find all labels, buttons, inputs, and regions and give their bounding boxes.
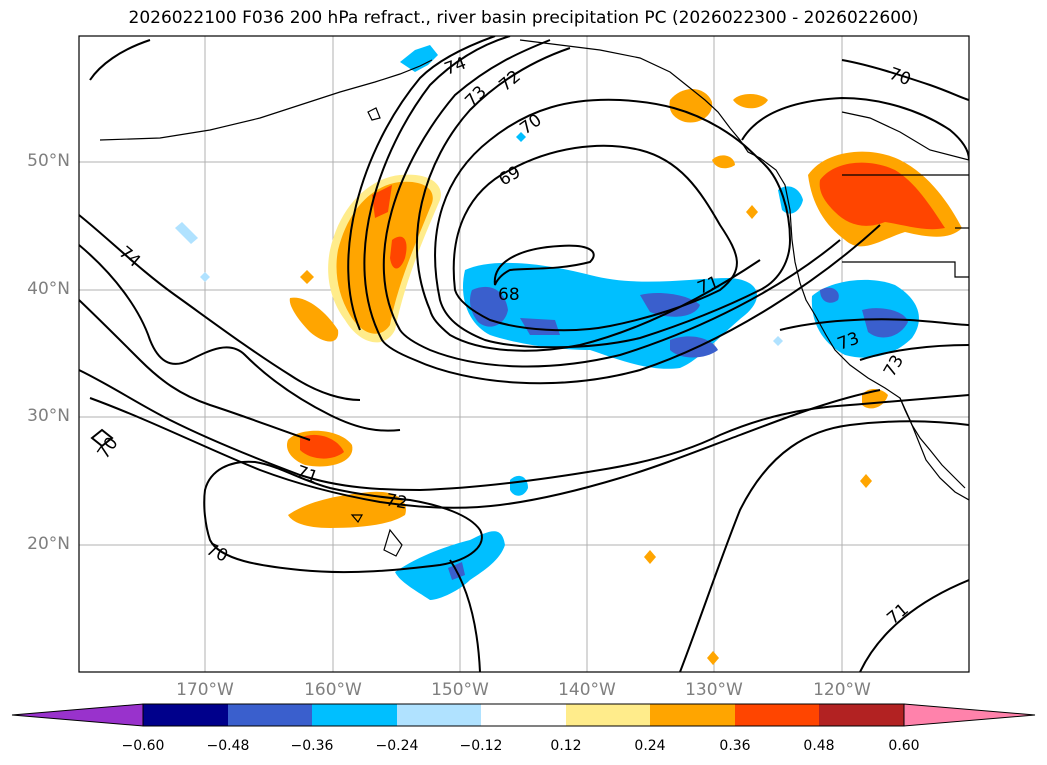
lat-label: 40°N — [27, 279, 70, 299]
contour-70-south — [203, 460, 483, 574]
contour-69 — [452, 144, 738, 332]
contour-label: 68 — [498, 285, 520, 305]
refractivity-contours — [79, 36, 969, 672]
contour-71-mid — [79, 369, 969, 492]
contour-72-mid — [89, 389, 881, 509]
colorbar-extend-min — [11, 703, 144, 727]
contour-74-left — [79, 214, 361, 401]
colorbar-tick-label: 0.60 — [888, 738, 920, 754]
lat-label: 20°N — [27, 534, 70, 554]
colorbar-frame — [142, 703, 905, 727]
contour-73-east — [779, 318, 969, 331]
colorbar-bin — [312, 704, 397, 726]
contour-se — [679, 420, 969, 672]
colorbar-bin — [481, 704, 566, 726]
contour-73-east2 — [859, 344, 969, 361]
colorbar-tick-label: −0.12 — [459, 738, 503, 754]
lon-label: 140°W — [558, 680, 616, 700]
contour-outer-left — [79, 244, 401, 432]
lon-label: 130°W — [685, 680, 743, 700]
colorbar-bin — [566, 704, 650, 726]
contour-70-small — [90, 428, 114, 448]
lon-label: 170°W — [176, 680, 234, 700]
map-frame — [78, 35, 970, 673]
contour-label: 70 — [886, 64, 913, 90]
contour-73 — [363, 36, 881, 385]
lon-label: 120°W — [813, 680, 871, 700]
negative-anomaly-areas — [175, 45, 919, 600]
colorbar-tick-label: 0.36 — [719, 738, 751, 754]
contour-label: 70 — [94, 434, 123, 463]
contour-70-left — [79, 299, 311, 441]
contour-71 — [415, 47, 761, 352]
contour-label: 70 — [203, 539, 231, 566]
colorbar-tick-label: −0.48 — [206, 738, 250, 754]
colorbar-bin — [143, 704, 228, 726]
colorbar-bin — [397, 704, 481, 726]
contour-70-ne — [841, 59, 969, 101]
contour-nw — [89, 39, 151, 81]
contour-label: 72 — [384, 490, 409, 513]
lat-label: 30°N — [27, 406, 70, 426]
colorbar-bin — [819, 704, 904, 726]
lon-label: 150°W — [431, 680, 489, 700]
contour-74-upper — [347, 36, 496, 331]
contour-68 — [493, 244, 595, 286]
colorbar-tick-label: 0.24 — [634, 738, 666, 754]
colorbar-tick-label: 0.12 — [550, 738, 582, 754]
colorbar-tick-label: −0.36 — [290, 738, 334, 754]
colorbar-extend-max — [903, 703, 1036, 727]
contour-label: 71 — [883, 600, 912, 629]
contour-72 — [382, 39, 841, 368]
contour-label: 69 — [496, 162, 525, 190]
colorbar-bin — [735, 704, 819, 726]
colorbar-bin — [650, 704, 735, 726]
contour-71-se — [859, 579, 969, 672]
contour-south-lower — [449, 559, 481, 672]
lat-label: 50°N — [27, 151, 70, 171]
colorbar-tick-label: −0.24 — [375, 738, 419, 754]
coastlines — [99, 39, 969, 557]
lon-label: 160°W — [304, 680, 362, 700]
map-title: 2026022100 F036 200 hPa refract., river … — [128, 8, 919, 28]
colorbar-tick-label: −0.60 — [121, 738, 165, 754]
map-area: 74 73 72 70 69 68 71 74 70 71 72 70 73 7… — [79, 36, 969, 672]
colorbar-bin — [228, 704, 312, 726]
colorbar-tick-label: 0.48 — [803, 738, 835, 754]
contour-label: 73 — [880, 352, 908, 381]
contour-ne-loop — [741, 96, 969, 161]
colorbar — [11, 703, 1036, 727]
